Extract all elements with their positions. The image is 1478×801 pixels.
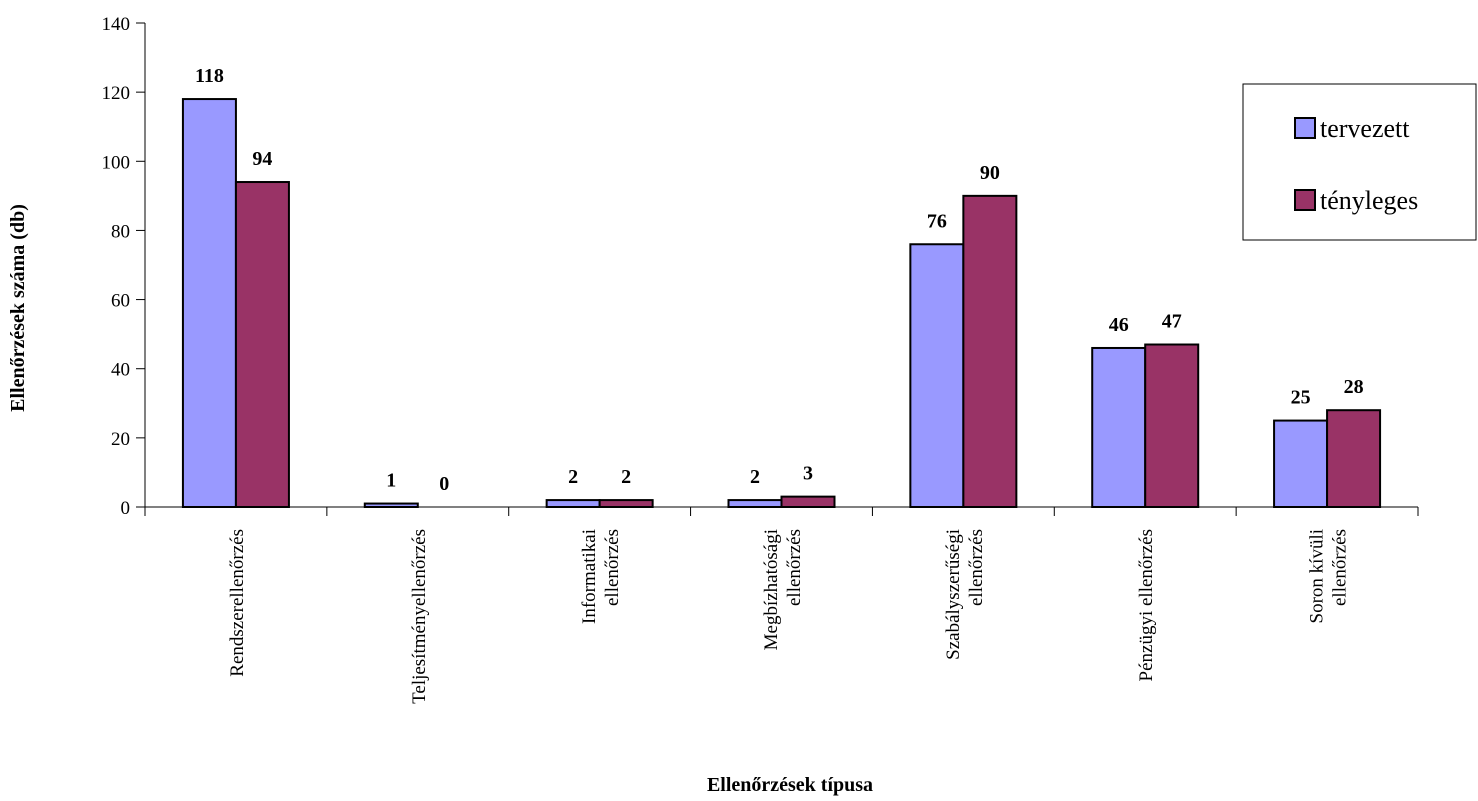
legend: tervezett tényleges — [1242, 83, 1477, 241]
category-label-line: ellenőrzés — [1330, 529, 1351, 606]
data-label: 47 — [1162, 311, 1182, 333]
category-label: Szabályszerűségi ellenőrzés — [943, 529, 987, 660]
data-label: 1 — [386, 470, 396, 492]
legend-box — [1242, 83, 1477, 241]
category-label-line: ellenőrzés — [602, 529, 623, 606]
category-label-line: Informatikai — [579, 529, 600, 624]
bar-tervezett — [363, 502, 419, 508]
bar-tervezett — [1091, 346, 1147, 508]
category-label: Pénzügyi ellenőrzés — [1136, 529, 1157, 681]
legend-swatch — [1294, 189, 1316, 211]
data-label: 94 — [252, 148, 272, 170]
category-label: Rendszerellenőrzés — [227, 529, 248, 677]
category-label-line: Teljesítményellenőrzés — [409, 529, 430, 704]
bar-tervezett — [545, 499, 601, 509]
bar-tényleges — [780, 495, 836, 508]
data-label: 2 — [568, 466, 578, 488]
y-tick-label: 140 — [102, 14, 131, 35]
legend-label: tervezett — [1320, 114, 1410, 143]
y-tick-label: 40 — [111, 360, 130, 381]
data-label: 76 — [927, 210, 947, 232]
data-labels: 118 94 1 0 2 2 2 3 76 90 46 47 25 28 — [195, 65, 1364, 495]
y-axis-title: Ellenőrzések száma (db) — [7, 204, 29, 412]
data-label: 90 — [980, 162, 1000, 184]
data-label: 3 — [803, 463, 813, 485]
category-label-line: Soron kívüli — [1307, 529, 1328, 623]
category-label: Soron kívüli ellenőrzés — [1307, 529, 1351, 623]
y-tick-label: 80 — [111, 221, 130, 242]
data-label: 28 — [1344, 376, 1364, 398]
bar-tényleges — [234, 181, 290, 508]
y-tick-label: 100 — [102, 152, 131, 173]
bar-tényleges — [1326, 409, 1382, 509]
bar-tényleges — [1144, 343, 1200, 508]
category-label-line: Rendszerellenőrzés — [227, 529, 248, 677]
bar-tényleges — [962, 194, 1018, 508]
data-label: 25 — [1291, 387, 1311, 409]
bars — [181, 98, 1382, 509]
legend-label: tényleges — [1320, 186, 1418, 215]
category-label-line: ellenőrzés — [784, 529, 805, 606]
legend-swatch — [1294, 117, 1316, 139]
y-tick-label: 20 — [111, 429, 130, 450]
bar-tervezett — [1273, 419, 1329, 509]
data-label: 118 — [195, 65, 224, 87]
category-label: Informatikai ellenőrzés — [579, 529, 623, 624]
data-label: 0 — [439, 473, 449, 495]
category-labels: Rendszerellenőrzés Teljesítményellenőrzés… — [227, 529, 1351, 704]
bar-tervezett — [181, 98, 237, 509]
y-tick-label: 120 — [102, 83, 131, 104]
data-label: 2 — [750, 466, 760, 488]
data-label: 46 — [1109, 314, 1129, 336]
category-label-line: Szabályszerűségi — [943, 529, 964, 660]
bar-tényleges — [598, 499, 654, 509]
category-label-line: ellenőrzés — [966, 529, 987, 606]
category-label-line: Megbízhatósági — [761, 529, 782, 650]
category-label: Megbízhatósági ellenőrzés — [761, 529, 805, 650]
bar-tervezett — [909, 243, 965, 508]
bar-tervezett — [727, 499, 783, 509]
x-axis-title: Ellenőrzések típusa — [707, 774, 873, 796]
category-label-line: Pénzügyi ellenőrzés — [1136, 529, 1157, 681]
y-tick-label: 60 — [111, 291, 130, 312]
data-label: 2 — [621, 466, 631, 488]
y-tick-label: 0 — [121, 498, 131, 519]
category-label: Teljesítményellenőrzés — [409, 529, 430, 704]
